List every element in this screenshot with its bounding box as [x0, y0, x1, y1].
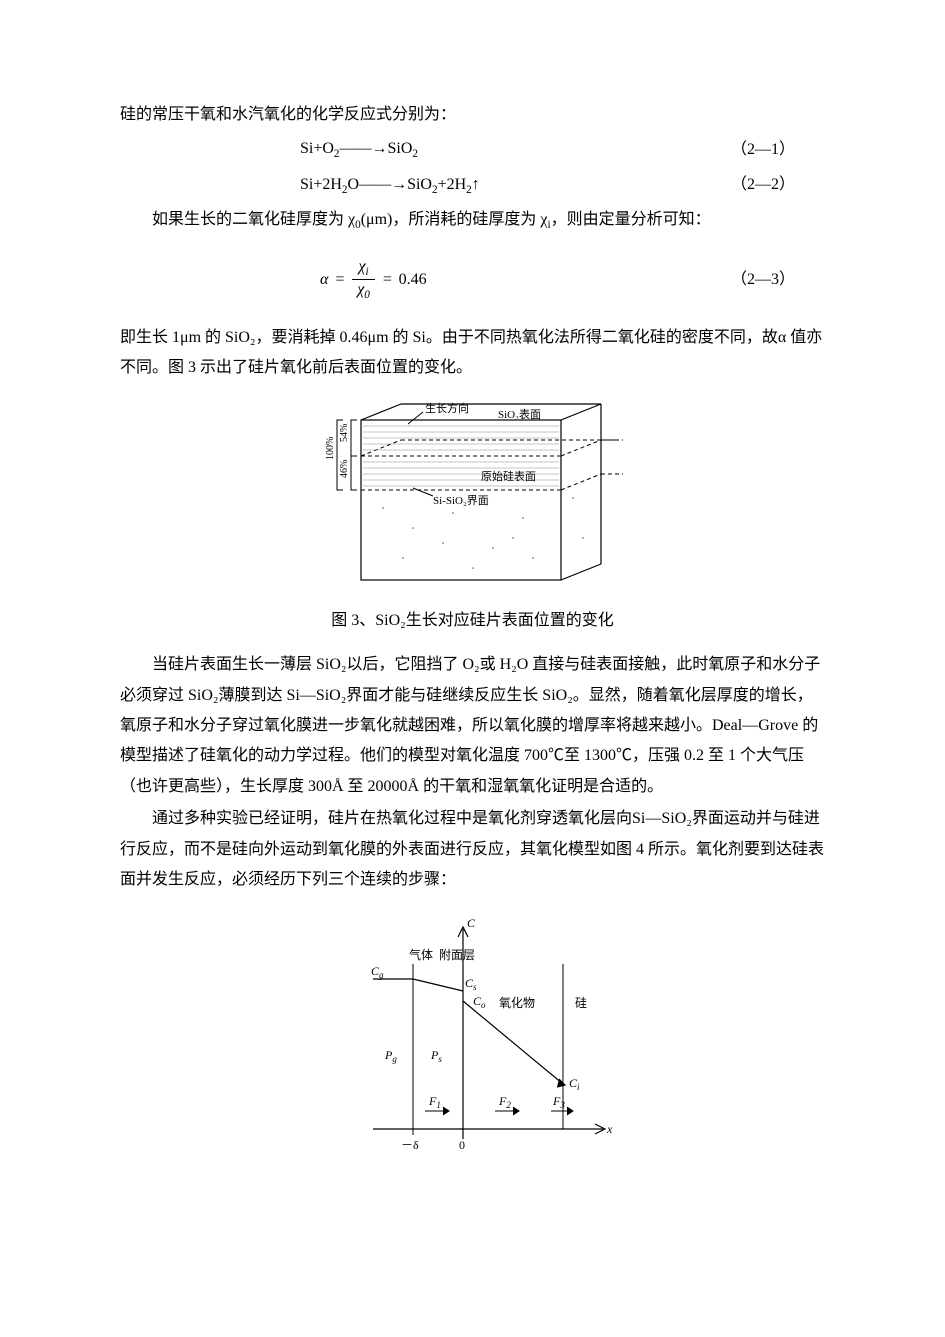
fig3-original-surface: 原始硅表面	[481, 469, 536, 483]
eq1-lhs: Si+O	[300, 140, 334, 157]
eq3-equals1: =	[334, 265, 345, 295]
figure-4: C x 气体 附面层 氧化物 硅 Cg Cs Co Ci	[120, 909, 825, 1169]
fig3-label-54: 54%	[339, 423, 350, 441]
fig4-F1: F1	[428, 1094, 441, 1110]
paragraph-intro: 硅的常压干氧和水汽氧化的化学反应式分别为：	[120, 100, 825, 130]
fig4-Ps: Ps	[430, 1048, 442, 1064]
figure-3-caption: 图 3、SiO₂生长对应硅片表面位置的变化	[331, 606, 613, 636]
p2a: 如果生长的二氧化硅厚度为 χ	[152, 211, 355, 228]
paragraph-model: 通过多种实验已经证明，硅片在热氧化过程中是氧化剂穿透氧化层向Si—SiO₂界面运…	[120, 804, 825, 895]
fig4-x-label: x	[606, 1122, 613, 1136]
p2b: (μm)，所消耗的硅厚度为 χ	[361, 211, 548, 228]
figure-3-svg: 54% 100% 46%	[313, 398, 633, 598]
fig3-growth-dir: 生长方向	[425, 401, 469, 415]
fig4-y-label: C	[467, 916, 476, 930]
equation-2-2-number: （2—2）	[731, 170, 825, 200]
fig3-label-100: 100%	[325, 436, 336, 459]
fig4-region-gas: 气体	[409, 947, 433, 962]
equation-2-2: Si+2H2O——→SiO2+2H2↑ （2—2）	[120, 170, 825, 201]
fig4-region-silicon: 硅	[575, 996, 587, 1010]
fig4-xtick-zero: 0	[459, 1138, 465, 1152]
fig4-Cs: Cs	[465, 976, 477, 992]
p2c: ，则由定量分析可知：	[551, 211, 711, 228]
equation-2-1-body: Si+O2——→SiO2	[300, 134, 418, 165]
fig4-Ci: Ci	[569, 1076, 580, 1092]
paragraph-alpha: 即生长 1μm 的 SiO₂，要消耗掉 0.46μm 的 Si。由于不同热氧化法…	[120, 323, 825, 384]
eq3-denominator: χ0	[351, 280, 376, 303]
equation-2-1: Si+O2——→SiO2 （2—1）	[120, 134, 825, 165]
eq3-numerator: χi	[352, 257, 374, 281]
eq1-arrow: ——→	[340, 140, 388, 157]
eq3-alpha: α	[320, 265, 328, 295]
fig3-label-46: 46%	[339, 459, 350, 477]
fig3-sio2-surface: SiO₂表面	[498, 407, 541, 421]
equation-2-2-body: Si+2H2O——→SiO2+2H2↑	[300, 170, 480, 201]
eq3-value: 0.46	[399, 265, 427, 295]
equation-2-3-number: （2—3）	[731, 265, 825, 295]
fig4-F2: F2	[498, 1094, 511, 1110]
eq2-tail: +2H	[438, 176, 467, 193]
eq2-lhs: Si+2H	[300, 176, 342, 193]
paragraph-thickness: 如果生长的二氧化硅厚度为 χ0(μm)，所消耗的硅厚度为 χi，则由定量分析可知…	[120, 205, 825, 236]
eq3-num-sub: i	[365, 266, 368, 278]
figure-3: 54% 100% 46%	[120, 398, 825, 636]
equation-2-1-number: （2—1）	[731, 135, 825, 165]
eq3-equals2: =	[382, 265, 393, 295]
fig4-xtick-negdelta: －δ	[401, 1138, 419, 1152]
fig4-Co: Co	[473, 994, 486, 1010]
eq3-den-sub: 0	[364, 290, 370, 302]
eq1-rhs: SiO	[388, 140, 413, 157]
equation-2-3: α = χi χ0 = 0.46 （2—3）	[120, 257, 825, 303]
paragraph-dealgrove: 当硅片表面生长一薄层 SiO₂以后，它阻挡了 O₂或 H₂O 直接与硅表面接触，…	[120, 650, 825, 802]
fig4-region-oxide: 氧化物	[499, 996, 535, 1010]
figure-4-svg: C x 气体 附面层 氧化物 硅 Cg Cs Co Ci	[313, 909, 633, 1169]
eq2-up: ↑	[472, 176, 480, 193]
fig4-region-boundary: 附面层	[439, 948, 475, 962]
fig4-Cg: Cg	[371, 964, 384, 980]
eq1-sub2: 2	[412, 149, 418, 161]
equation-2-3-body: α = χi χ0 = 0.46	[320, 257, 427, 303]
eq3-fraction: χi χ0	[351, 257, 376, 303]
fig3-interface: Si-SiO₂界面	[433, 494, 489, 507]
fig4-Pg: Pg	[384, 1048, 397, 1064]
eq2-mid: O——→SiO	[348, 176, 432, 193]
